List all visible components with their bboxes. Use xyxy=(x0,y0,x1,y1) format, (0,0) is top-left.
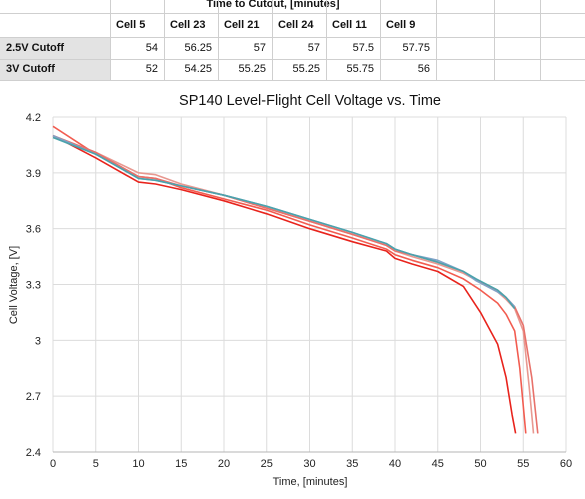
table-gridline xyxy=(380,0,381,80)
column-header: Cell 23 xyxy=(170,19,206,31)
table-title: Time to Cutout, [minutes] xyxy=(206,0,340,10)
x-tick-label: 0 xyxy=(50,458,56,470)
table-gridline xyxy=(326,0,327,80)
x-tick-label: 5 xyxy=(93,458,99,470)
y-tick-label: 2.4 xyxy=(26,447,41,459)
series-line xyxy=(52,134,516,308)
table-cell: 55.75 xyxy=(346,63,374,75)
table-cell: 56 xyxy=(417,63,430,75)
table-gridline xyxy=(494,0,495,80)
row-header-bg xyxy=(0,37,110,59)
x-tick-label: 35 xyxy=(346,458,358,470)
x-tick-label: 60 xyxy=(560,458,572,470)
y-tick-label: 3.9 xyxy=(26,168,41,180)
x-tick-label: 40 xyxy=(389,458,401,470)
table-cell: 52 xyxy=(145,63,158,75)
table-gridline xyxy=(0,80,585,81)
column-header: Cell 5 xyxy=(116,19,146,31)
y-tick-label: 2.7 xyxy=(26,391,41,403)
table-cell: 57 xyxy=(307,42,320,54)
table-cell: 55.25 xyxy=(238,63,266,75)
table-gridline xyxy=(110,0,111,80)
table-cell: 55.25 xyxy=(292,63,320,75)
table-cell: 54 xyxy=(145,42,158,54)
x-tick-label: 10 xyxy=(132,458,144,470)
series-line xyxy=(52,136,516,310)
x-tick-label: 15 xyxy=(175,458,187,470)
x-tick-label: 45 xyxy=(432,458,444,470)
table-gridline xyxy=(164,0,165,80)
summary-table: Time to Cutout, [minutes] Cell 5 Cell 23 Ce… xyxy=(0,0,585,81)
chart-title: SP140 Level-Flight Cell Voltage vs. Time xyxy=(179,93,441,109)
table-gridline xyxy=(0,37,585,38)
x-tick-label: 30 xyxy=(303,458,315,470)
row-label: 3V Cutoff xyxy=(6,63,55,75)
y-tick-label: 3 xyxy=(35,335,41,347)
x-tick-label: 20 xyxy=(218,458,230,470)
y-tick-label: 3.6 xyxy=(26,224,41,236)
row-label: 2.5V Cutoff xyxy=(6,42,65,54)
column-header: Cell 11 xyxy=(332,19,367,31)
y-tick-label: 4.2 xyxy=(26,112,41,124)
x-tick-label: 50 xyxy=(474,458,486,470)
table-gridline xyxy=(0,13,585,14)
x-axis-label: Time, [minutes] xyxy=(273,476,348,488)
voltage-chart: 0 5 10 15 20 25 30 35 40 45 50 55 60 2.4 2.7 3 3.3 3.6 3.9… xyxy=(8,93,572,488)
row-header-bg xyxy=(0,59,110,80)
table-gridline xyxy=(272,0,273,80)
table-cell: 57.5 xyxy=(352,42,374,54)
y-axis-label: Cell Voltage, [V] xyxy=(8,246,20,324)
chart-series xyxy=(52,125,539,434)
column-header: Cell 9 xyxy=(386,19,416,31)
table-cell: 57.75 xyxy=(402,42,430,54)
table-cell: 54.25 xyxy=(184,63,212,75)
y-tick-label: 3.3 xyxy=(26,280,41,292)
chart-grid xyxy=(52,116,567,453)
series-line xyxy=(52,134,517,434)
table-gridline xyxy=(540,0,541,80)
table-cell: 56.25 xyxy=(184,42,212,54)
column-header: Cell 21 xyxy=(224,19,260,31)
table-cell: 57 xyxy=(253,42,266,54)
x-tick-label: 25 xyxy=(261,458,273,470)
table-gridline xyxy=(436,0,437,80)
x-tick-label: 55 xyxy=(517,458,529,470)
table-gridline xyxy=(218,0,219,80)
chart-axes: 0 5 10 15 20 25 30 35 40 45 50 55 60 2.4 2.7 3 3.3 3.6 3.9… xyxy=(26,112,572,470)
column-header: Cell 24 xyxy=(278,19,314,31)
table-gridline xyxy=(0,59,585,60)
